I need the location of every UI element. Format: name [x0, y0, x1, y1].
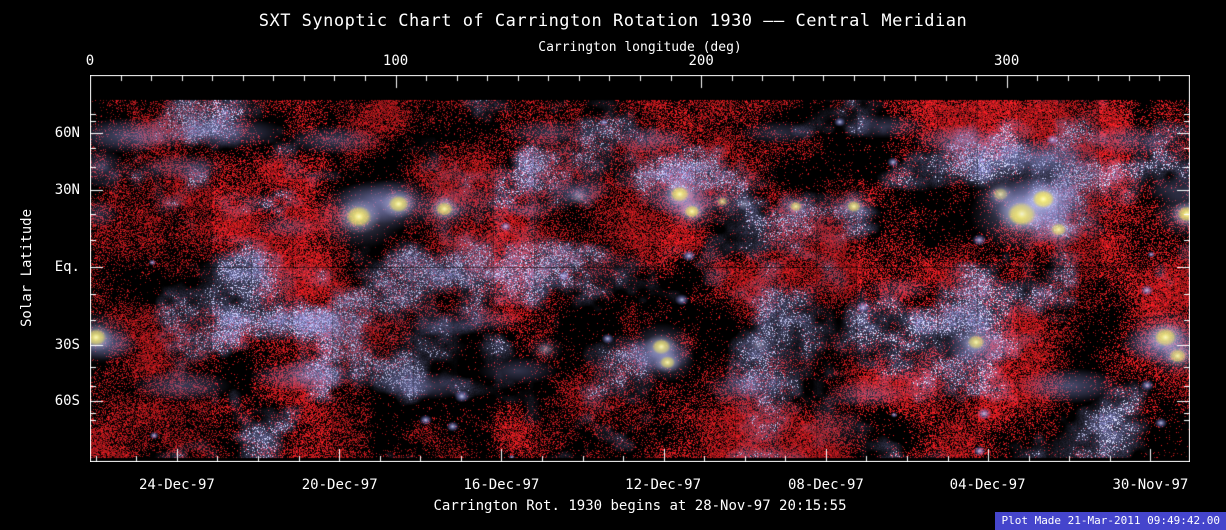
synoptic-map-canvas — [90, 75, 1190, 462]
bottom-caption: Carrington Rot. 1930 begins at 28-Nov-97… — [433, 498, 847, 514]
bottom-tick-label: 08-Dec-97 — [787, 477, 864, 493]
top-axis-label: Carrington longitude (deg) — [538, 40, 742, 55]
chart-title: SXT Synoptic Chart of Carrington Rotatio… — [258, 11, 968, 31]
bottom-tick-label: 04-Dec-97 — [949, 477, 1026, 493]
left-tick-label: Eq. — [54, 259, 80, 275]
bottom-tick-label: 12-Dec-97 — [625, 477, 702, 493]
bottom-tick-label: 24-Dec-97 — [138, 477, 215, 493]
top-tick-label: 0 — [85, 53, 95, 69]
left-tick-label: 60S — [54, 393, 80, 410]
top-tick-label: 200 — [688, 53, 714, 69]
top-tick-label: 300 — [994, 53, 1020, 69]
left-tick-label: 30N — [54, 181, 80, 198]
bottom-tick-label: 30-Nov-97 — [1112, 477, 1189, 493]
plot-made-badge: Plot Made 21-Mar-2011 09:49:42.00 — [995, 512, 1226, 530]
left-tick-label: 60N — [54, 124, 80, 141]
bottom-tick-label: 20-Dec-97 — [301, 477, 378, 493]
left-axis-label: Solar Latitude — [19, 208, 35, 328]
bottom-tick-label: 16-Dec-97 — [463, 477, 540, 493]
top-tick-label: 100 — [382, 53, 409, 69]
left-tick-label: 30S — [54, 336, 80, 353]
